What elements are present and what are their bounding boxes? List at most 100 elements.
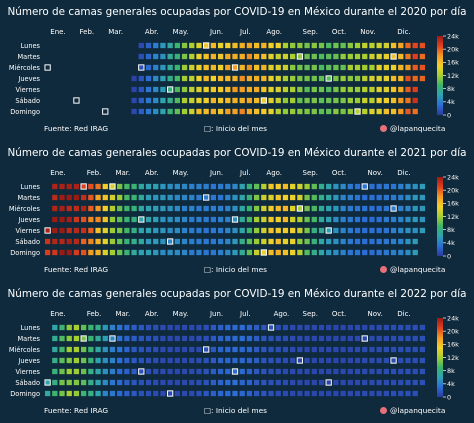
day-cell	[59, 379, 65, 386]
day-cell	[73, 346, 80, 353]
day-cell	[246, 238, 253, 245]
day-cell	[66, 53, 72, 60]
day-cell	[73, 324, 80, 331]
day-cell	[217, 53, 224, 60]
day-cell	[181, 335, 188, 342]
colorbar-tick-label: 0	[447, 252, 451, 260]
colorbar-tick-label: 4k	[447, 98, 455, 106]
day-cell	[326, 346, 332, 353]
day-cell	[246, 194, 253, 201]
day-cell	[275, 379, 281, 386]
month-label: Nov.	[367, 169, 382, 177]
day-cell	[275, 194, 281, 201]
day-cell	[174, 390, 180, 397]
day-cell	[398, 357, 404, 364]
day-cell	[354, 42, 361, 49]
day-cell	[297, 64, 303, 71]
day-cell	[80, 357, 87, 364]
day-cell	[405, 216, 411, 223]
day-cell	[124, 368, 130, 375]
month-start-cell	[44, 379, 51, 386]
day-cell	[347, 86, 353, 93]
day-cell	[44, 86, 51, 93]
day-cell	[354, 194, 361, 201]
colorbar-tick-label: 24k	[447, 32, 459, 40]
day-cell	[66, 335, 72, 342]
month-start-cell	[203, 346, 210, 353]
day-cell	[376, 249, 382, 256]
day-cell	[376, 42, 382, 49]
day-cell	[52, 249, 58, 256]
day-cell	[181, 379, 188, 386]
day-cell	[369, 227, 375, 234]
month-label: Ene.	[50, 169, 65, 177]
day-cell	[95, 346, 101, 353]
day-cell	[398, 205, 404, 212]
day-cell	[261, 346, 267, 353]
day-cell	[44, 249, 51, 256]
day-cell	[362, 346, 368, 353]
day-cell	[131, 75, 137, 82]
day-cell	[138, 86, 144, 93]
day-cell	[109, 216, 116, 223]
day-cell	[390, 216, 397, 223]
day-cell	[347, 357, 353, 364]
heatmap-panel-2021: Número de camas generales ocupadas por C…	[0, 141, 474, 282]
day-cell	[326, 335, 332, 342]
weekday-label: Jueves	[17, 357, 40, 365]
day-cell	[181, 227, 188, 234]
day-cell	[66, 390, 72, 397]
day-cell	[181, 238, 188, 245]
day-cell	[340, 249, 346, 256]
day-cell	[80, 205, 87, 212]
day-cell	[181, 183, 188, 190]
day-cell	[253, 390, 260, 397]
day-cell	[59, 368, 65, 375]
day-cell	[59, 205, 65, 212]
day-cell	[261, 194, 267, 201]
day-cell	[412, 205, 418, 212]
day-cell	[59, 97, 65, 104]
day-cell	[340, 183, 346, 190]
day-cell	[196, 194, 202, 201]
day-cell	[102, 249, 108, 256]
colorbar-tick-label: 16k	[447, 59, 459, 67]
month-start-note: □: Inicio del mes	[204, 265, 267, 274]
day-cell	[145, 97, 152, 104]
day-cell	[282, 346, 289, 353]
day-cell	[189, 324, 195, 331]
day-cell	[390, 183, 397, 190]
month-start-cell	[138, 64, 145, 71]
day-cell	[253, 216, 260, 223]
day-cell	[333, 227, 339, 234]
day-cell	[326, 53, 332, 60]
day-cell	[124, 238, 130, 245]
day-cell	[239, 335, 245, 342]
day-cell	[138, 335, 144, 342]
month-start-cell	[138, 216, 145, 223]
day-cell	[282, 357, 289, 364]
month-label: Dic.	[397, 28, 410, 36]
day-cell	[347, 205, 353, 212]
day-cell	[52, 194, 58, 201]
day-cell	[354, 53, 361, 60]
day-cell	[131, 227, 137, 234]
day-cell	[354, 75, 361, 82]
day-cell	[124, 379, 130, 386]
day-cell	[138, 379, 144, 386]
author-handle-text: @lapanquecita	[390, 406, 446, 415]
day-cell	[369, 183, 375, 190]
day-cell	[340, 379, 346, 386]
day-cell	[369, 368, 375, 375]
day-cell	[217, 97, 224, 104]
month-label: Sep.	[303, 28, 318, 36]
colorbar-tick-label: 0	[447, 111, 451, 119]
day-cell	[398, 368, 404, 375]
day-cell	[347, 249, 353, 256]
day-cell	[311, 97, 317, 104]
day-cell	[59, 249, 65, 256]
day-cell	[318, 205, 325, 212]
weekday-label: Miércoles	[9, 205, 41, 213]
day-cell	[354, 238, 361, 245]
day-cell	[297, 75, 303, 82]
